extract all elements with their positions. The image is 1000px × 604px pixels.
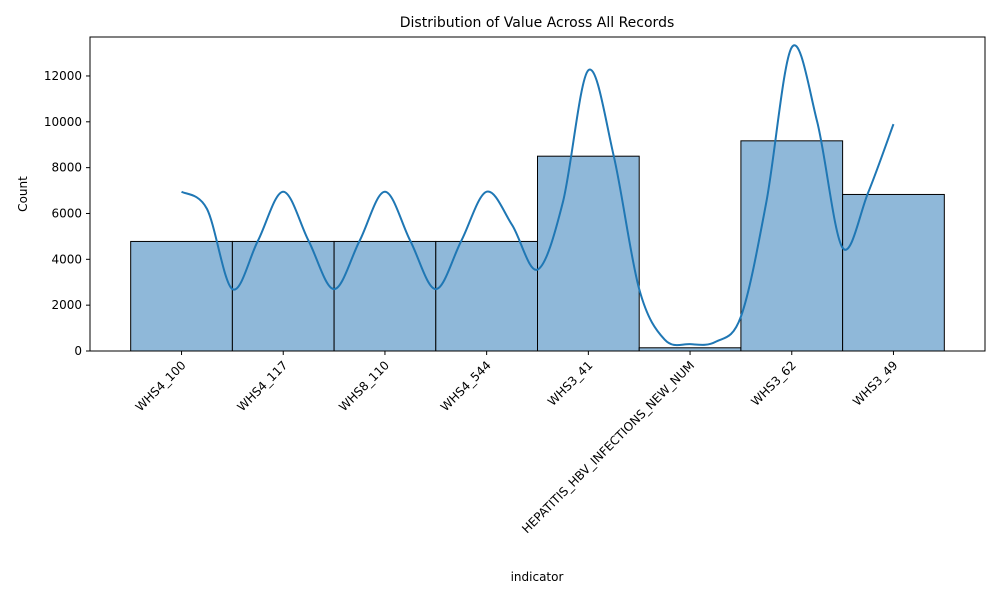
bar-whs4-100 xyxy=(130,240,233,352)
x-tick-label: WHS8_110 xyxy=(336,358,392,414)
x-tick-label: WHS4_100 xyxy=(133,358,189,414)
bar-whs4-117 xyxy=(231,240,335,352)
y-tick-label: 6000 xyxy=(51,206,82,220)
bar-whs3-49 xyxy=(842,193,945,352)
x-tick-label: WHS3_41 xyxy=(545,358,596,409)
y-tick-label: 12000 xyxy=(44,69,82,83)
bar-whs4-544 xyxy=(435,240,538,352)
y-axis: 0 2000 4000 6000 8000 10000 12000 xyxy=(44,69,90,358)
y-axis-label: Count xyxy=(16,176,30,212)
x-tick-label: WHS4_117 xyxy=(234,358,290,414)
x-axis: WHS4_100 WHS4_117 WHS8_110 WHS4_544 WHS3_41H… xyxy=(133,351,901,536)
x-tick-label: HEPATITIS_HBV_INFECTIONS_NEW_NUM xyxy=(519,358,697,536)
x-tick-label: WHS4_544 xyxy=(438,358,494,414)
kde-line xyxy=(180,44,895,347)
x-tick-label: WHS3_62 xyxy=(748,358,799,409)
y-tick-label: 2000 xyxy=(51,298,82,312)
bars-layer xyxy=(130,140,945,352)
plot-frame xyxy=(89,36,986,352)
y-tick-label: 4000 xyxy=(51,252,82,266)
x-axis-label: indicator xyxy=(511,570,564,584)
x-tick-label: WHS3_49 xyxy=(850,358,901,409)
bar-whs8-110 xyxy=(333,240,437,352)
y-tick-label: 0 xyxy=(74,344,82,358)
chart-title: Distribution of Value Across All Records xyxy=(400,15,675,31)
y-tick-label: 8000 xyxy=(51,161,82,175)
bar-whs3-41 xyxy=(537,155,640,352)
y-tick-label: 10000 xyxy=(44,115,82,129)
